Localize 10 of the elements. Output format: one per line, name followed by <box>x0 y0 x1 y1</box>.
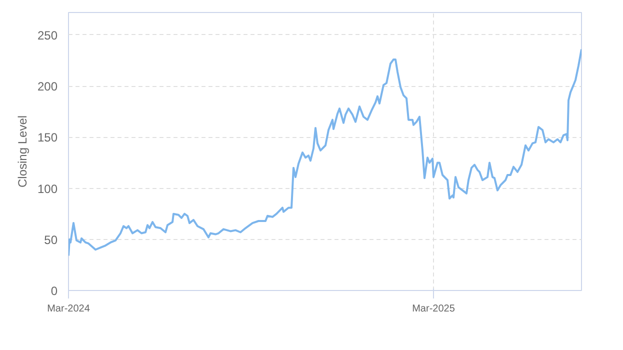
y-tick-label: 250 <box>37 28 58 42</box>
y-tick-label: 150 <box>37 130 58 145</box>
line-series <box>68 48 582 257</box>
y-tick-label: 200 <box>37 80 58 94</box>
x-tick-label: Mar-2024 <box>47 304 90 314</box>
y-tick-label: 50 <box>44 232 58 247</box>
y-tick-label: 0 <box>50 284 58 298</box>
y-axis-title: Closing Level <box>15 115 30 188</box>
y-tick-label: 100 <box>37 182 58 196</box>
x-tick-label: Mar-2025 <box>412 304 456 314</box>
